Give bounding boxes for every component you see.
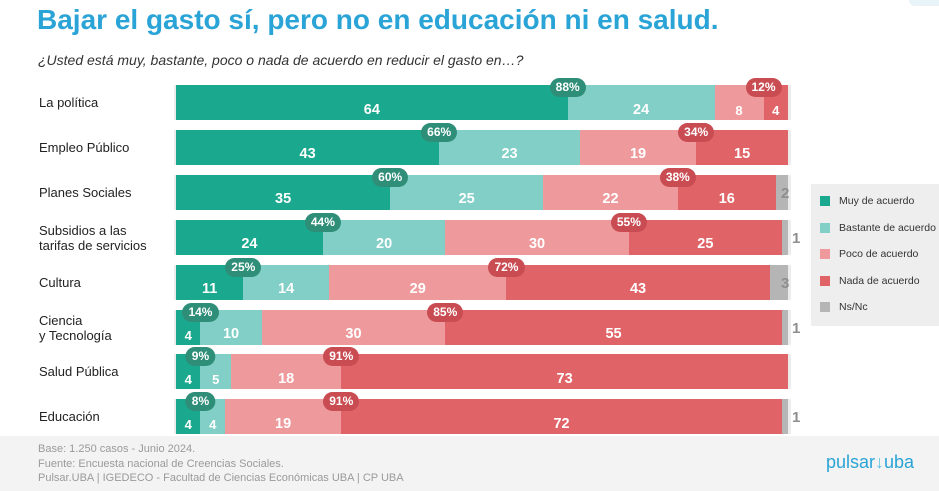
bar-segment-poco-de-acuerdo: 19 bbox=[224, 399, 342, 435]
bar-segment-poco-de-acuerdo: 19 bbox=[579, 129, 697, 165]
legend-item-bastante-de-acuerdo: Bastante de acuerdo bbox=[820, 222, 936, 234]
bar-segment-nada-de-acuerdo: 73 bbox=[341, 354, 788, 390]
category-label: Educación bbox=[39, 409, 100, 425]
legend-swatch bbox=[820, 222, 830, 233]
bar-segment-nada-de-acuerdo: 43 bbox=[506, 264, 770, 300]
legend-label: Bastante de acuerdo bbox=[839, 221, 936, 234]
legend-item-poco-de-acuerdo: Poco de acuerdo bbox=[820, 248, 918, 260]
legend-swatch bbox=[820, 275, 830, 286]
legend-swatch bbox=[820, 196, 830, 206]
bar-segment-poco-de-acuerdo: 30 bbox=[261, 309, 446, 345]
ns-nc-value-label: 2 bbox=[781, 184, 790, 202]
bar-segment-muy-de-acuerdo: 64 bbox=[176, 85, 568, 120]
bar-segment-muy-de-acuerdo: 11 bbox=[176, 264, 244, 300]
agree-total-badge: 14% bbox=[182, 302, 219, 322]
footer-source-note: Fuente: Encuesta nacional de Creencias S… bbox=[38, 458, 284, 470]
legend-item-nada-de-acuerdo: Nada de acuerdo bbox=[820, 275, 920, 287]
page-title: Bajar el gasto sí, pero no en educación … bbox=[37, 4, 719, 35]
disagree-total-badge: 72% bbox=[488, 257, 525, 277]
footer-base-note: Base: 1.250 casos - Junio 2024. bbox=[38, 443, 196, 455]
category-label: Empleo Público bbox=[39, 139, 130, 155]
category-label: Cultura bbox=[39, 274, 81, 290]
legend-swatch bbox=[820, 249, 830, 259]
legend-item-muy-de-acuerdo: Muy de acuerdo bbox=[820, 195, 914, 207]
category-label: Planes Sociales bbox=[39, 184, 132, 200]
bar-segment-bastante-de-acuerdo: 25 bbox=[390, 174, 544, 210]
category-label: La política bbox=[39, 95, 99, 110]
agree-total-badge: 9% bbox=[185, 347, 216, 367]
bar-segment-nada-de-acuerdo: 72 bbox=[341, 399, 782, 435]
agree-total-badge: 44% bbox=[304, 212, 341, 232]
legend-label: Muy de acuerdo bbox=[839, 195, 915, 207]
bar-segment-muy-de-acuerdo: 43 bbox=[176, 129, 440, 165]
disagree-total-badge: 38% bbox=[659, 167, 696, 187]
bar-segment-nada-de-acuerdo: 55 bbox=[445, 309, 782, 345]
agree-total-badge: 88% bbox=[549, 78, 586, 97]
bar-segment-bastante-de-acuerdo: 23 bbox=[439, 129, 580, 165]
disagree-total-badge: 12% bbox=[745, 78, 782, 97]
bar-segment-muy-de-acuerdo: 24 bbox=[176, 219, 323, 255]
bar-segment-poco-de-acuerdo: 29 bbox=[329, 264, 507, 300]
corner-decoration bbox=[909, 0, 939, 6]
chart-subtitle: ¿Usted está muy, bastante, poco o nada d… bbox=[38, 52, 524, 68]
agree-total-badge: 25% bbox=[225, 257, 262, 277]
bar-segment-nada-de-acuerdo: 25 bbox=[628, 219, 782, 255]
bar-segment-poco-de-acuerdo: 22 bbox=[543, 174, 678, 210]
agree-total-badge: 60% bbox=[372, 167, 409, 187]
disagree-total-badge: 91% bbox=[323, 347, 360, 367]
bar-segment-ns-nc bbox=[781, 399, 788, 435]
ns-nc-value-label: 1 bbox=[792, 409, 801, 427]
brand-name-part1: pulsar bbox=[826, 452, 876, 472]
bar-segment-ns-nc bbox=[781, 309, 788, 345]
disagree-total-badge: 91% bbox=[323, 392, 360, 412]
chart-legend: Muy de acuerdo Bastante de acuerdo Poco de… bbox=[811, 184, 939, 326]
disagree-total-badge: 85% bbox=[427, 302, 464, 322]
agree-total-badge: 8% bbox=[185, 392, 216, 412]
ns-nc-value-label: 1 bbox=[792, 229, 801, 247]
category-label: Salud Pública bbox=[39, 364, 119, 380]
legend-swatch bbox=[820, 302, 830, 312]
bar-segment-ns-nc bbox=[769, 264, 788, 300]
bar-segment-poco-de-acuerdo: 30 bbox=[445, 219, 629, 255]
bar-segment-poco-de-acuerdo: 18 bbox=[231, 354, 342, 390]
category-label: Subsidios a las tarifas de servicios bbox=[39, 222, 147, 253]
legend-label: Ns/Nc bbox=[839, 301, 868, 313]
brand-logo: pulsar↓uba bbox=[826, 452, 914, 473]
disagree-total-badge: 55% bbox=[610, 212, 647, 232]
bar-segment-muy-de-acuerdo: 35 bbox=[176, 174, 391, 210]
footer-credits: Pulsar.UBA | IGEDECO - Facultad de Cienc… bbox=[38, 472, 404, 484]
bar-segment-ns-nc bbox=[775, 174, 788, 210]
category-label: Ciencia y Tecnología bbox=[39, 312, 112, 343]
legend-label: Poco de acuerdo bbox=[839, 248, 919, 260]
brand-name-part2: uba bbox=[884, 452, 915, 472]
bar-segment-bastante-de-acuerdo: 14 bbox=[243, 264, 329, 300]
agree-total-badge: 66% bbox=[421, 122, 458, 142]
bar-segment-ns-nc bbox=[781, 219, 788, 255]
ns-nc-value-label: 1 bbox=[792, 319, 801, 337]
legend-label: Nada de acuerdo bbox=[839, 274, 920, 287]
brand-separator-icon: ↓ bbox=[875, 452, 885, 472]
bar-segment-bastante-de-acuerdo: 20 bbox=[322, 219, 446, 255]
ns-nc-value-label: 3 bbox=[781, 274, 790, 292]
disagree-total-badge: 34% bbox=[678, 122, 715, 142]
legend-item-ns-nc: Ns/Nc bbox=[820, 301, 868, 313]
footer bbox=[0, 436, 939, 491]
bar-segment-bastante-de-acuerdo: 24 bbox=[567, 85, 715, 120]
